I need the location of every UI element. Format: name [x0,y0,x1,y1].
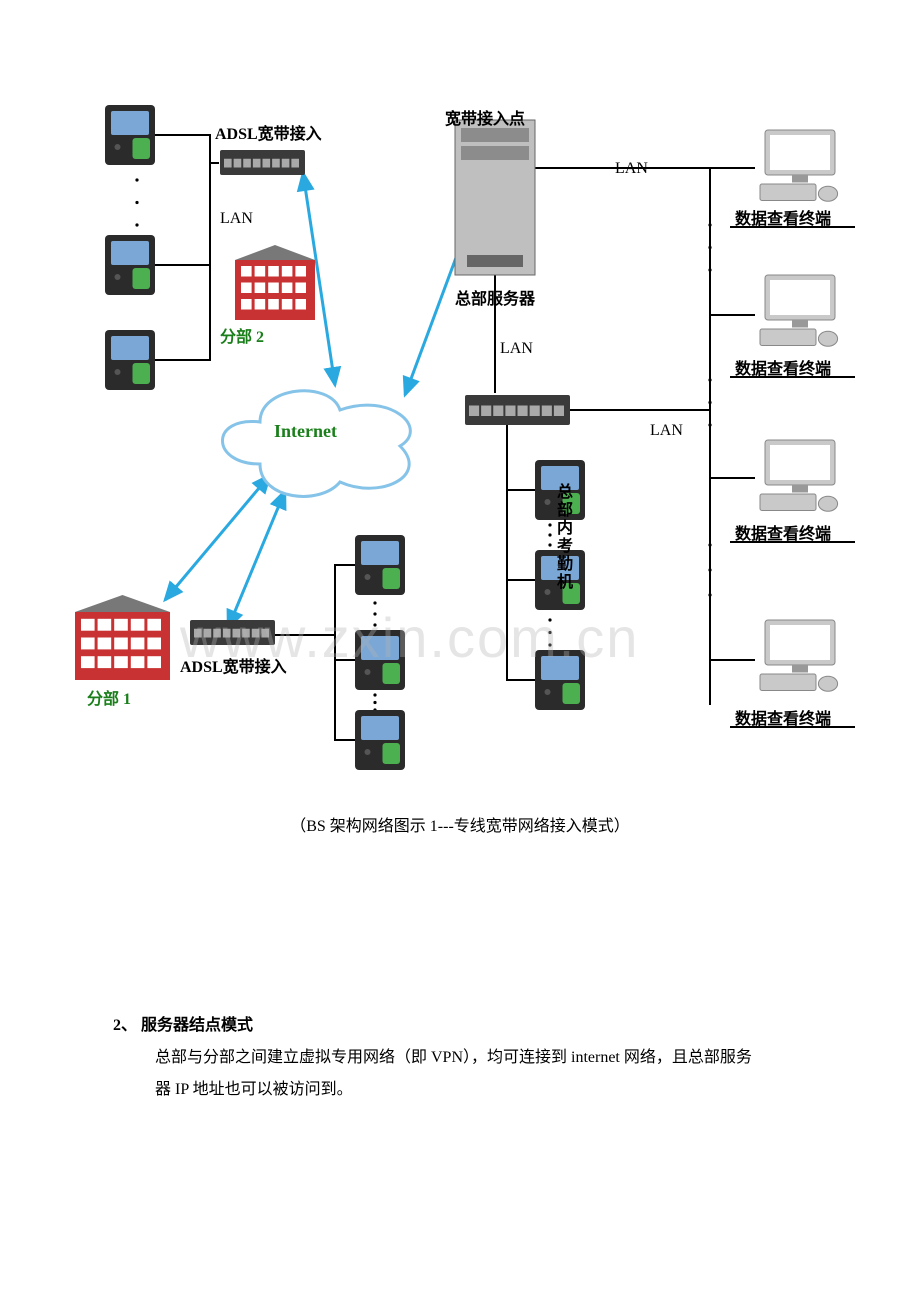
diagram-label: 数据查看终端 [735,520,831,544]
diagram-label: LAN [650,422,683,440]
diagram-label: 总部内考勤机 [550,483,574,591]
diagram-label: LAN [220,210,253,228]
diagram-label: 分部 2 [220,323,264,347]
section-number: 2、 [113,1017,137,1034]
diagram-label: 总部服务器 [455,285,535,309]
diagram-label: 数据查看终端 [735,355,831,379]
diagram-label: LAN [615,160,648,178]
diagram-label: 分部 1 [87,685,131,709]
diagram-label: 数据查看终端 [735,705,831,729]
diagram-label: LAN [500,340,533,358]
diagram-label: 数据查看终端 [735,205,831,229]
diagram-label: ADSL宽带接入 [215,120,322,144]
diagram-label: 宽带接入点 [445,105,525,129]
section-block: 2、 服务器结点模式 总部与分部之间建立虚拟专用网络（即 VPN），均可连接到 … [113,1010,833,1106]
diagram-caption: （BS 架构网络图示 1---专线宽带网络接入模式） [0,812,920,836]
section-line1: 总部与分部之间建立虚拟专用网络（即 VPN），均可连接到 internet 网络… [155,1042,833,1074]
section-line2: 器 IP 地址也可以被访问到。 [155,1074,833,1106]
internet-label: Internet [274,421,337,442]
diagram-label: ADSL宽带接入 [180,653,287,677]
network-diagram: ADSL宽带接入 宽带接入点 LAN 分部 2 Internet 分部 1 ADSL宽带接入… [75,105,875,775]
section-title: 服务器结点模式 [141,1017,253,1034]
